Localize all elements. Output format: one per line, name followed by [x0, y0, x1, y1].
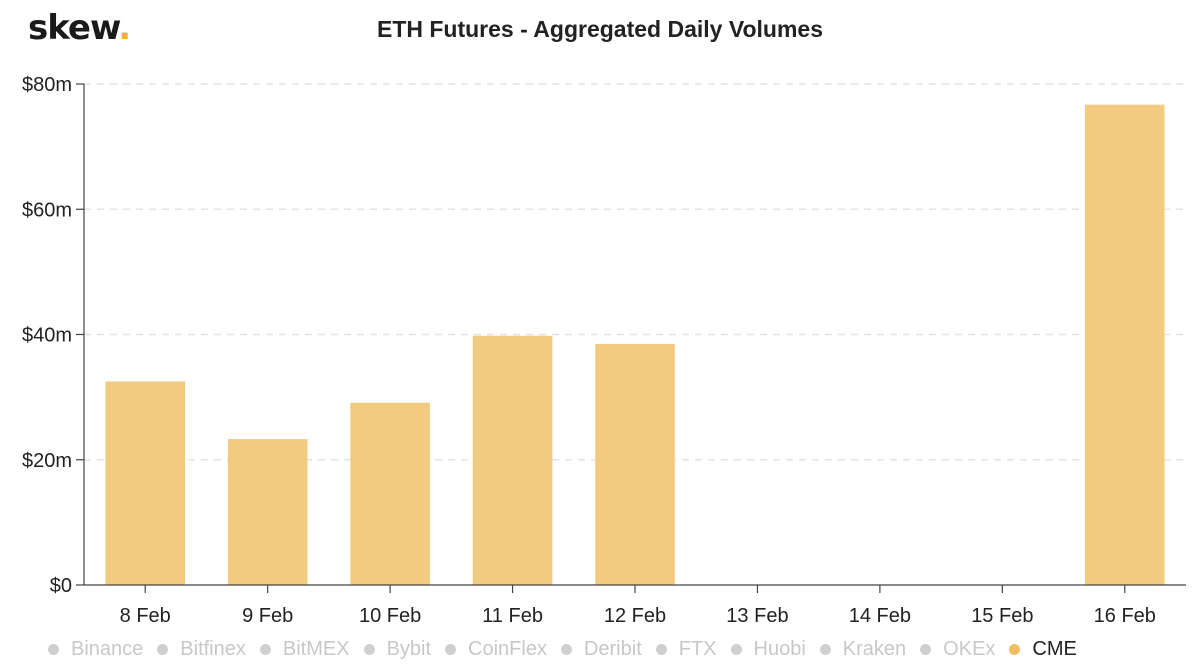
x-tick-label: 10 Feb — [359, 605, 421, 627]
legend-label: Huobi — [753, 638, 806, 660]
bar-12-feb — [595, 343, 675, 585]
bar-chart: $0 $20m $40m $60m $80m 8 Feb 9 Feb 10 Feb 11 Feb… — [22, 74, 1186, 627]
legend-label: Binance — [71, 638, 144, 660]
x-tick-label: 12 Feb — [604, 605, 666, 627]
logo-dot: . — [118, 8, 131, 48]
legend-item-okex[interactable]: OKEx — [920, 638, 995, 661]
legend-item-huobi[interactable]: Huobi — [730, 638, 806, 661]
legend-label: FTX — [678, 638, 717, 660]
legend-item-bitmex[interactable]: BitMEX — [259, 638, 350, 661]
y-tick-label: $0 — [50, 575, 72, 597]
x-tick-label: 13 Feb — [726, 605, 788, 627]
legend-item-coinflex[interactable]: CoinFlex — [445, 638, 547, 661]
legend-dot-icon — [445, 644, 457, 655]
y-tick-label: $80m — [22, 74, 72, 96]
legend-item-cme[interactable]: CME — [1009, 638, 1077, 661]
legend-dot-icon — [363, 644, 375, 655]
legend-item-ftx[interactable]: FTX — [655, 638, 717, 661]
x-tick-label: 14 Feb — [849, 605, 911, 627]
x-tick-label: 15 Feb — [971, 605, 1033, 627]
y-tick-label: $20m — [22, 450, 72, 472]
legend-label: BitMEX — [282, 638, 350, 660]
bar-10-feb — [350, 402, 430, 585]
legend-label: Bitfinex — [180, 638, 246, 660]
x-tick-label: 8 Feb — [120, 605, 171, 627]
skew-logo: skew. — [28, 8, 131, 48]
legend-item-binance[interactable]: Binance — [48, 638, 143, 661]
bar-11-feb — [472, 335, 553, 585]
legend-dot-icon — [819, 644, 831, 655]
legend-dot-icon — [259, 644, 271, 655]
chart-legend: Binance Bitfinex BitMEX Bybit CoinFlex Deribi… — [48, 638, 1188, 661]
legend-item-kraken[interactable]: Kraken — [819, 638, 907, 661]
legend-dot-icon — [560, 644, 572, 655]
legend-dot-icon — [1009, 644, 1021, 655]
legend-item-bitfinex[interactable]: Bitfinex — [157, 638, 246, 661]
x-tick-label: 11 Feb — [482, 605, 543, 627]
bar-16-feb — [1084, 104, 1165, 585]
legend-label: Bybit — [386, 638, 432, 660]
legend-label: Deribit — [583, 638, 642, 660]
legend-label: CoinFlex — [468, 638, 547, 660]
legend-dot-icon — [157, 644, 169, 655]
legend-item-deribit[interactable]: Deribit — [560, 638, 642, 661]
legend-dot-icon — [48, 644, 59, 655]
legend-dot-icon — [730, 644, 742, 655]
x-tick-label: 16 Feb — [1094, 605, 1156, 627]
x-tick-label: 9 Feb — [242, 605, 293, 627]
chart-title: ETH Futures - Aggregated Daily Volumes — [376, 16, 824, 42]
legend-label: Kraken — [842, 638, 907, 660]
bar-9-feb — [227, 439, 308, 585]
legend-label: CME — [1032, 638, 1077, 660]
logo-text: skew — [28, 8, 119, 48]
legend-dot-icon — [920, 644, 932, 655]
legend-label: OKEx — [943, 638, 996, 660]
y-tick-label: $40m — [22, 325, 72, 347]
y-tick-label: $60m — [22, 199, 72, 221]
legend-item-bybit[interactable]: Bybit — [363, 638, 432, 661]
legend-dot-icon — [655, 644, 667, 655]
bar-8-feb — [105, 381, 186, 585]
